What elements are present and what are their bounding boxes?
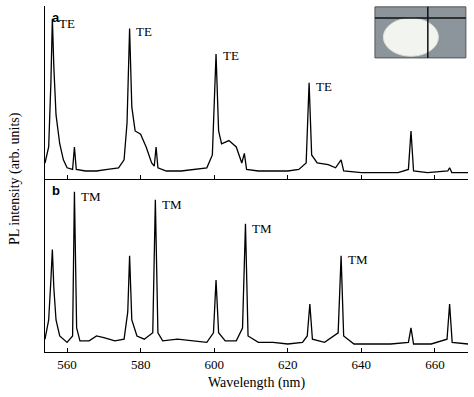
svg-text:b: b [52, 183, 60, 198]
svg-text:TE: TE [136, 24, 152, 39]
svg-text:PL intensity (arb. units): PL intensity (arb. units) [7, 112, 23, 245]
svg-text:TE: TE [316, 79, 332, 94]
svg-text:TM: TM [348, 252, 368, 267]
svg-text:TM: TM [252, 221, 272, 236]
svg-text:TM: TM [162, 197, 182, 212]
svg-text:620: 620 [278, 357, 298, 372]
svg-text:600: 600 [204, 357, 224, 372]
svg-text:TE: TE [223, 48, 239, 63]
svg-text:660: 660 [425, 357, 445, 372]
svg-text:640: 640 [352, 357, 372, 372]
svg-text:560: 560 [57, 357, 77, 372]
svg-text:580: 580 [131, 357, 151, 372]
svg-text:a: a [52, 10, 60, 25]
svg-text:Wavelength (nm): Wavelength (nm) [208, 375, 306, 391]
svg-text:TM: TM [81, 189, 101, 204]
svg-text:TE: TE [59, 16, 75, 31]
